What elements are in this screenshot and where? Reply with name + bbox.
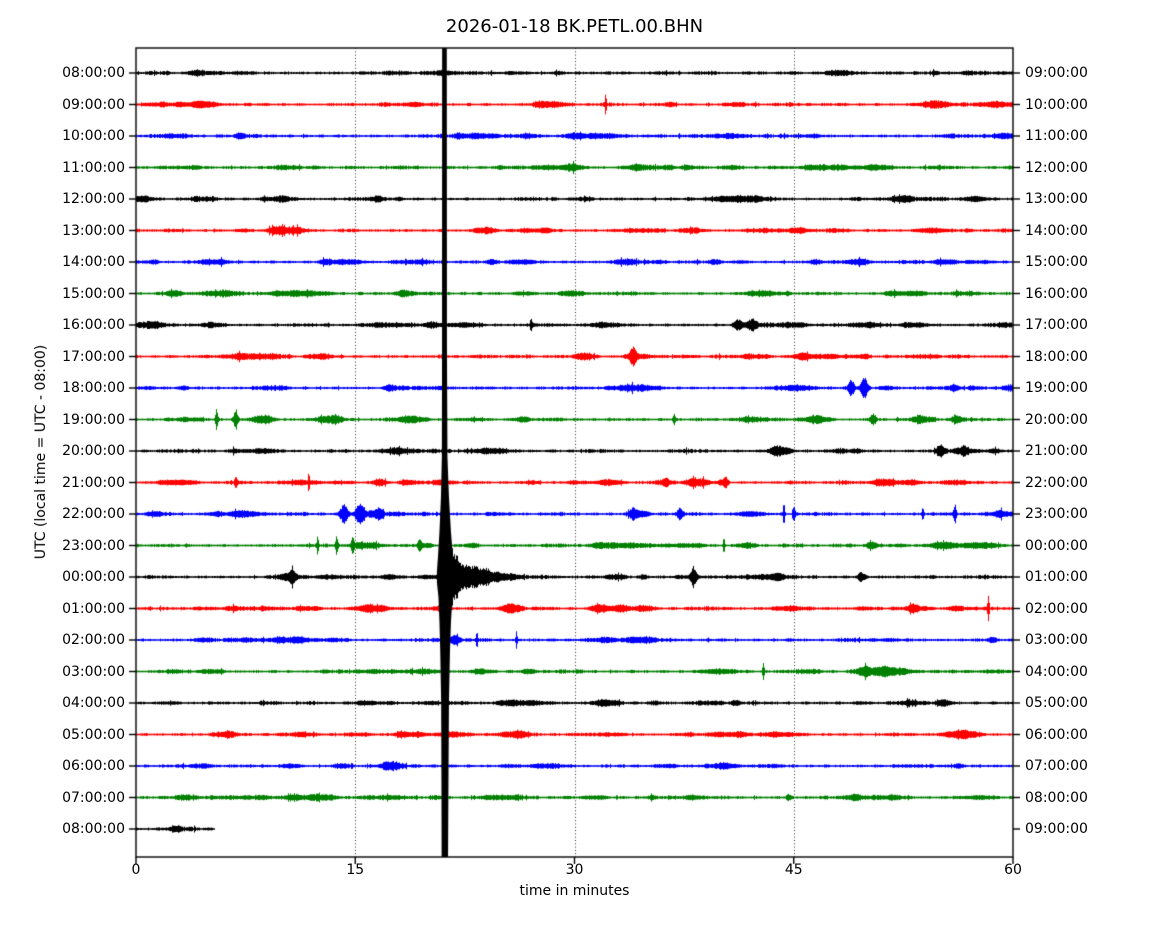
x-tick-label: 15: [346, 862, 365, 878]
utc-time-label: 03:00:00: [62, 663, 125, 680]
end-time-label: 01:00:00: [1025, 569, 1088, 585]
end-time-label: 14:00:00: [1025, 222, 1088, 239]
utc-time-label: 08:00:00: [62, 821, 125, 837]
utc-time-label: 02:00:00: [62, 632, 125, 648]
utc-time-label: 10:00:00: [62, 128, 125, 144]
utc-time-label: 20:00:00: [62, 443, 125, 459]
utc-time-label: 09:00:00: [62, 96, 125, 113]
utc-time-label: 22:00:00: [62, 506, 125, 522]
utc-time-label: 04:00:00: [62, 695, 125, 711]
end-time-label: 17:00:00: [1025, 317, 1088, 333]
x-tick-label: 0: [131, 862, 141, 878]
x-tick-label: 60: [1004, 862, 1022, 878]
end-time-label: 09:00:00: [1025, 65, 1088, 81]
utc-time-label: 23:00:00: [62, 537, 125, 554]
utc-time-label: 13:00:00: [62, 222, 125, 239]
utc-time-label: 11:00:00: [62, 159, 125, 176]
figure-title: 2026-01-18 BK.PETL.00.BHN: [445, 16, 704, 37]
end-time-label: 10:00:00: [1025, 96, 1088, 113]
utc-time-label: 16:00:00: [62, 317, 125, 333]
end-time-label: 22:00:00: [1025, 474, 1088, 491]
utc-time-label: 19:00:00: [62, 411, 125, 428]
end-time-label: 08:00:00: [1025, 789, 1088, 806]
end-time-label: 09:00:00: [1025, 821, 1088, 837]
utc-time-label: 07:00:00: [62, 789, 125, 806]
end-time-label: 13:00:00: [1025, 191, 1088, 207]
end-time-label: 05:00:00: [1025, 695, 1088, 711]
utc-time-label: 14:00:00: [62, 254, 125, 270]
utc-time-label: 05:00:00: [62, 726, 125, 743]
end-time-label: 07:00:00: [1025, 758, 1088, 774]
x-tick-label: 30: [565, 862, 584, 878]
end-time-label: 03:00:00: [1025, 632, 1088, 648]
utc-time-label: 12:00:00: [62, 191, 125, 207]
utc-time-label: 06:00:00: [62, 758, 125, 774]
utc-time-label: 17:00:00: [62, 348, 125, 365]
end-time-label: 21:00:00: [1025, 443, 1088, 459]
end-time-label: 15:00:00: [1025, 254, 1088, 270]
end-time-label: 00:00:00: [1025, 537, 1088, 554]
utc-time-label: 15:00:00: [62, 285, 125, 302]
x-axis-label: time in minutes: [519, 883, 630, 899]
end-time-label: 11:00:00: [1025, 128, 1088, 144]
end-time-label: 04:00:00: [1025, 663, 1088, 680]
utc-time-label: 00:00:00: [62, 569, 125, 585]
end-time-label: 20:00:00: [1025, 411, 1088, 428]
end-time-label: 19:00:00: [1025, 380, 1088, 396]
utc-time-label: 08:00:00: [62, 65, 125, 81]
utc-time-label: 18:00:00: [62, 380, 125, 396]
end-time-label: 18:00:00: [1025, 348, 1088, 365]
utc-time-label: 21:00:00: [62, 474, 125, 491]
x-tick-label: 45: [784, 862, 803, 878]
end-time-label: 02:00:00: [1025, 600, 1088, 617]
end-time-label: 23:00:00: [1025, 506, 1088, 522]
end-time-label: 06:00:00: [1025, 726, 1088, 743]
utc-time-label: 01:00:00: [62, 600, 125, 617]
end-time-label: 12:00:00: [1025, 159, 1088, 176]
end-time-label: 16:00:00: [1025, 285, 1088, 302]
